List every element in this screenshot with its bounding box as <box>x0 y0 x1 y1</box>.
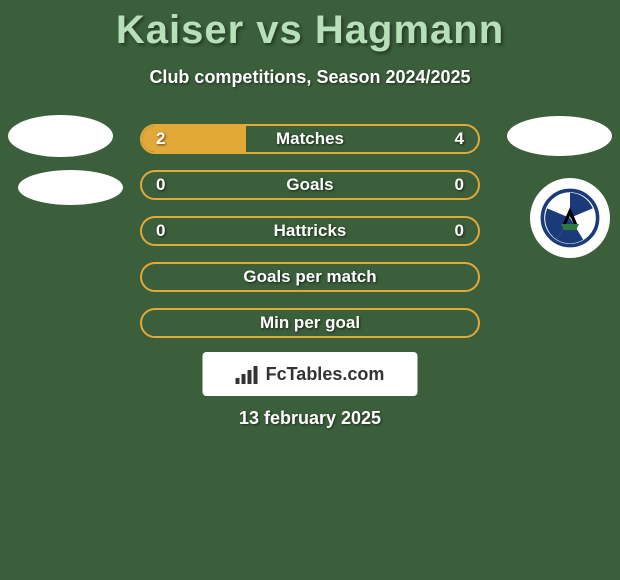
stat-row-min-per-goal: Min per goal <box>140 308 480 338</box>
stat-row-matches: 2 Matches 4 <box>140 124 480 154</box>
stat-label: Goals <box>142 175 478 195</box>
bars-icon <box>236 364 260 384</box>
stat-row-goals: 0 Goals 0 <box>140 170 480 200</box>
stat-value-right: 0 <box>455 175 464 195</box>
club-logo-right-1 <box>507 116 612 156</box>
club-logo-left-1 <box>8 115 113 157</box>
arminia-crest-icon <box>540 188 600 248</box>
stat-value-right: 0 <box>455 221 464 241</box>
branding-badge[interactable]: FcTables.com <box>203 352 418 396</box>
stats-container: 2 Matches 4 0 Goals 0 0 Hattricks 0 Goal… <box>140 124 480 354</box>
stat-label: Matches <box>142 129 478 149</box>
branding-text: FcTables.com <box>266 364 385 385</box>
stat-row-hattricks: 0 Hattricks 0 <box>140 216 480 246</box>
club-logo-right-2 <box>530 178 610 258</box>
date-label: 13 february 2025 <box>0 408 620 429</box>
stat-value-right: 4 <box>455 129 464 149</box>
stat-label: Goals per match <box>142 267 478 287</box>
page-title: Kaiser vs Hagmann <box>0 0 620 53</box>
subtitle: Club competitions, Season 2024/2025 <box>0 67 620 88</box>
stat-label: Hattricks <box>142 221 478 241</box>
club-logo-left-2 <box>18 170 123 205</box>
stat-label: Min per goal <box>142 313 478 333</box>
stat-row-goals-per-match: Goals per match <box>140 262 480 292</box>
